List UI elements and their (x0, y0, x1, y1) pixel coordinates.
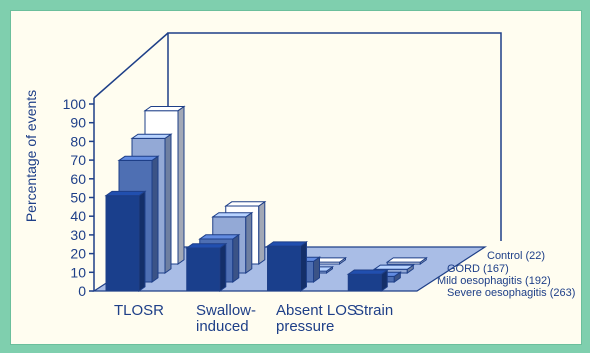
depth-edge-line (93, 32, 169, 99)
bar-top (185, 243, 228, 249)
bar-side (258, 200, 266, 265)
bar-side (245, 211, 253, 274)
y-tick-label: 40 (70, 208, 86, 224)
y-tick-label: 100 (63, 96, 87, 112)
y-tick-label: 90 (70, 115, 86, 131)
bar-side (164, 133, 172, 274)
bar-top (372, 264, 415, 270)
bar-control-3 (385, 256, 428, 265)
bar-top (346, 269, 389, 275)
y-tick-label: 30 (70, 227, 86, 243)
legend-entry: Control (22) (487, 250, 545, 262)
bar-top (198, 234, 241, 240)
bar-top (104, 190, 147, 197)
bar-side (151, 155, 159, 283)
bars-group (104, 105, 428, 292)
y-tick-label: 60 (70, 171, 86, 187)
bar-top (143, 106, 186, 112)
category-label-2: Absent LOS (276, 302, 357, 319)
bar-severe-3 (346, 269, 389, 292)
legend-entry: Mild oesophagitis (192) (437, 275, 551, 287)
bar-top (130, 133, 173, 139)
bar-side (300, 240, 307, 292)
y-axis-label: Percentage of events (23, 90, 39, 222)
bar-side (219, 242, 227, 292)
bar-front (105, 195, 140, 292)
category-label-1: Swallow- (196, 302, 256, 319)
y-tick-label: 0 (78, 283, 86, 299)
category-label-2: pressure (276, 318, 334, 335)
category-label-0: TLOSR (114, 302, 164, 319)
y-tick-label: 70 (70, 152, 86, 168)
y-tick-label: 50 (70, 190, 86, 206)
chart-frame: 0 10 20 30 40 50 60 70 80 90 100 TLOSR Swallow-indu… (10, 10, 582, 345)
bar-side (177, 105, 185, 265)
bar-front (186, 247, 221, 292)
y-axis: 0 10 20 30 40 50 60 70 80 90 100 (63, 96, 95, 299)
legend-entry: GORD (167) (447, 263, 509, 275)
bar-top (224, 201, 267, 207)
bar-top (211, 212, 254, 218)
y-tick-label: 20 (70, 246, 86, 262)
bar-severe-0 (104, 190, 147, 292)
bar-severe-1 (185, 242, 228, 292)
bar-front (347, 273, 382, 292)
legend-entry: Severe oesophagitis (263) (447, 287, 575, 299)
category-label-3: Strain (354, 302, 393, 319)
series-legend: Severe oesophagitis (263)Mild oesophagit… (437, 250, 575, 299)
y-tick-label: 10 (70, 264, 86, 280)
bar-top (385, 257, 428, 263)
bar-side (232, 233, 240, 283)
bar-chart-3d: 0 10 20 30 40 50 60 70 80 90 100 TLOSR Swallow-indu… (23, 32, 575, 335)
bar-front (267, 245, 301, 292)
bar-severe-2 (265, 240, 309, 292)
y-tick-label: 80 (70, 133, 86, 149)
bar-top (265, 241, 309, 247)
category-label-1: induced (196, 318, 249, 335)
bar-side (138, 190, 146, 292)
bar-top (117, 155, 160, 161)
